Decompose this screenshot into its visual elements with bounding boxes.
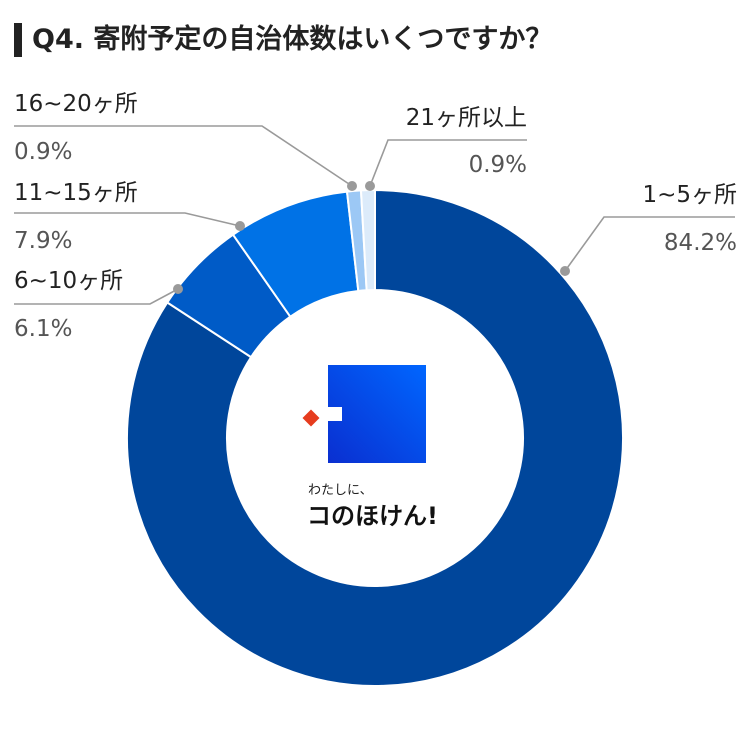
leader-line-11-15 bbox=[14, 212, 241, 227]
slice-label-11-15: 11~15ヶ所 bbox=[14, 180, 138, 206]
leader-lines bbox=[14, 125, 735, 305]
slice-value-21-plus: 0.9% bbox=[468, 152, 527, 178]
slice-value-16-20: 0.9% bbox=[14, 139, 73, 165]
logo-name: コのほけん! bbox=[307, 502, 438, 530]
title-accent-bar bbox=[14, 23, 22, 57]
slice-value-6-10: 6.1% bbox=[14, 316, 73, 342]
slice-value-11-15: 7.9% bbox=[14, 228, 73, 254]
leader-line-6-10 bbox=[14, 288, 179, 305]
donut-slice-1-5 bbox=[126, 188, 624, 687]
leader-dot-6-10 bbox=[173, 284, 183, 294]
leader-dot-16-20 bbox=[347, 181, 357, 191]
logo-caption: わたしに、 bbox=[308, 483, 373, 498]
leader-line-16-20 bbox=[14, 125, 353, 187]
slice-value-1-5: 84.2% bbox=[663, 230, 737, 256]
logo-mark bbox=[302, 365, 426, 463]
slice-label-6-10: 6~10ヶ所 bbox=[14, 268, 124, 294]
slice-label-16-20: 16~20ヶ所 bbox=[14, 91, 138, 117]
leader-line-21-plus bbox=[369, 139, 527, 187]
logo-square-icon bbox=[328, 365, 426, 463]
leader-dot-21-plus bbox=[365, 181, 375, 191]
logo-notch bbox=[322, 407, 342, 421]
logo-diamond-icon bbox=[302, 409, 320, 427]
chart-title: Q4. 寄附予定の自治体数はいくつですか？ bbox=[32, 24, 553, 55]
leader-line-1-5 bbox=[564, 216, 735, 272]
leader-dot-11-15 bbox=[235, 221, 245, 231]
slice-label-1-5: 1~5ヶ所 bbox=[642, 182, 737, 208]
slice-label-21-plus: 21ヶ所以上 bbox=[405, 105, 527, 131]
donut-slice-21-plus bbox=[359, 188, 376, 292]
donut-slices bbox=[126, 188, 624, 687]
leader-dot-1-5 bbox=[560, 266, 570, 276]
